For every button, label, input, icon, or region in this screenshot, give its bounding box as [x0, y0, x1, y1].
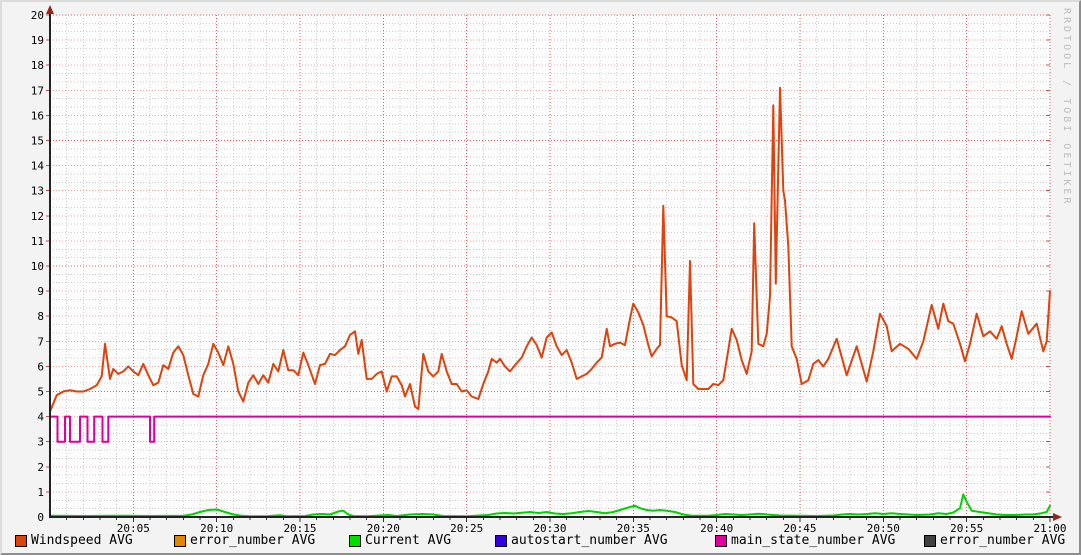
legend-swatch-icon: [15, 535, 27, 547]
legend-item: main_state_number AVG: [715, 534, 895, 548]
y-axis-label: 3: [37, 436, 44, 449]
legend-swatch-icon: [349, 535, 361, 547]
x-axis-label: 20:45: [783, 522, 816, 535]
legend-item: error_number AVG: [174, 534, 315, 548]
legend-swatch-icon: [495, 535, 507, 547]
y-axis-label: 10: [31, 260, 44, 273]
y-axis-label: 11: [31, 235, 44, 248]
y-axis-label: 13: [31, 185, 44, 198]
x-axis-label: 20:40: [700, 522, 733, 535]
legend-label: Windspeed AVG: [31, 533, 133, 548]
y-axis-label: 18: [31, 59, 44, 72]
y-axis-label: 4: [37, 411, 44, 424]
y-axis-label: 5: [37, 386, 44, 399]
legend-label: Current AVG: [365, 533, 452, 548]
legend-item: Current AVG: [349, 534, 451, 548]
y-axis-label: 17: [31, 84, 44, 97]
series-main-state-number-avg: [49, 415, 1051, 443]
legend-swatch-icon: [924, 535, 936, 547]
plot-background: [50, 15, 1050, 517]
legend-label: error_number AVG: [190, 533, 316, 548]
x-axis-label: 20:35: [617, 522, 650, 535]
legend-swatch-icon: [174, 535, 186, 547]
x-axis-label: 21:00: [1033, 522, 1066, 535]
y-axis-label: 16: [31, 109, 44, 122]
series-windspeed-avg: [49, 86, 1051, 413]
x-axis-label: 20:20: [367, 522, 400, 535]
y-axis-label: 1: [37, 486, 44, 499]
legend-label: autostart_number AVG: [511, 533, 668, 548]
x-axis-label: 20:30: [533, 522, 566, 535]
y-axis-label: 7: [37, 335, 44, 348]
legend-item: autostart_number AVG: [495, 534, 668, 548]
y-axis-label: 15: [31, 135, 44, 148]
y-axis-label: 0: [37, 511, 44, 524]
x-axis-label: 20:05: [117, 522, 150, 535]
x-axis-label: 20:50: [867, 522, 900, 535]
legend-label: error_number AVG: [940, 533, 1066, 548]
legend-item: error_number AVG: [924, 534, 1065, 548]
x-axis-label: 20:15: [283, 522, 316, 535]
y-axis-label: 12: [31, 210, 44, 223]
legend-label: main_state_number AVG: [731, 533, 896, 548]
y-axis-label: 14: [31, 160, 45, 173]
x-axis-label: 20:10: [200, 522, 233, 535]
y-axis-label: 8: [37, 310, 44, 323]
x-axis-label: 20:55: [950, 522, 983, 535]
y-axis-label: 19: [31, 34, 44, 47]
y-axis-label: 6: [37, 360, 44, 373]
y-axis-label: 20: [31, 9, 44, 22]
y-axis-label: 9: [37, 285, 44, 298]
series-current-avg: [49, 493, 1051, 518]
legend-item: Windspeed AVG: [15, 534, 133, 548]
y-axis-label: 2: [37, 461, 44, 474]
x-axis-arrow-icon: [1053, 513, 1062, 521]
legend-swatch-icon: [715, 535, 727, 547]
axes: [46, 5, 1062, 521]
rrdtool-watermark: RRDTOOL / TOBI OETIKER: [1061, 8, 1072, 207]
y-axis-arrow-icon: [46, 5, 54, 14]
x-axis-label: 20:25: [450, 522, 483, 535]
